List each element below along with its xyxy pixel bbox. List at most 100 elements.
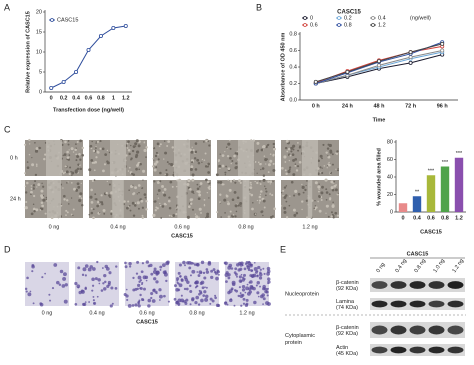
cell bbox=[335, 168, 337, 170]
data-point bbox=[74, 70, 79, 75]
cell bbox=[76, 168, 79, 171]
cell bbox=[237, 294, 240, 298]
cell bbox=[240, 205, 242, 207]
cell bbox=[259, 162, 262, 166]
cell bbox=[334, 211, 338, 215]
cell bbox=[238, 286, 241, 289]
blot-band bbox=[428, 325, 445, 335]
cell bbox=[164, 203, 167, 206]
cell bbox=[129, 209, 132, 212]
cell bbox=[199, 182, 203, 185]
transwell-image bbox=[173, 260, 221, 308]
cell bbox=[127, 170, 130, 172]
cell bbox=[166, 161, 169, 164]
cell bbox=[162, 191, 165, 194]
cell bbox=[100, 289, 104, 292]
cell bbox=[241, 276, 245, 279]
cell bbox=[175, 277, 180, 281]
cell bbox=[262, 267, 265, 270]
blot-band bbox=[428, 346, 445, 354]
cell bbox=[189, 274, 192, 277]
cell bbox=[167, 140, 171, 143]
cell bbox=[198, 193, 202, 197]
blot-band bbox=[447, 346, 464, 354]
cell bbox=[217, 159, 221, 162]
group-label: CASC15 bbox=[171, 233, 193, 239]
cell bbox=[126, 298, 129, 302]
cell bbox=[28, 143, 31, 145]
cell bbox=[78, 195, 82, 198]
cell bbox=[80, 182, 82, 185]
cell bbox=[203, 276, 207, 280]
cell bbox=[201, 286, 205, 290]
data-point bbox=[61, 80, 66, 85]
cell bbox=[197, 274, 201, 277]
cell bbox=[204, 286, 206, 289]
cell bbox=[163, 188, 167, 191]
cell bbox=[177, 288, 181, 292]
cell bbox=[292, 158, 296, 162]
cell bbox=[125, 294, 129, 298]
x-tick-label: 1.2 bbox=[455, 215, 463, 221]
cell bbox=[143, 141, 146, 144]
cell bbox=[203, 204, 206, 207]
cell bbox=[30, 190, 33, 194]
cell bbox=[205, 178, 208, 182]
cell bbox=[296, 141, 299, 144]
cell bbox=[328, 193, 331, 196]
cell bbox=[152, 288, 156, 292]
cell bbox=[332, 201, 334, 203]
cell bbox=[61, 284, 66, 288]
cell bbox=[333, 180, 336, 183]
cell bbox=[332, 216, 335, 219]
cell bbox=[288, 159, 291, 162]
cell bbox=[95, 141, 97, 143]
cell bbox=[293, 194, 296, 197]
cell bbox=[188, 266, 192, 270]
cell bbox=[56, 280, 60, 285]
cell bbox=[94, 277, 98, 281]
cell bbox=[53, 263, 58, 267]
cell bbox=[256, 181, 259, 185]
cell bbox=[197, 161, 201, 165]
cell bbox=[78, 198, 82, 203]
cell bbox=[35, 165, 38, 167]
cell bbox=[62, 172, 65, 175]
cell bbox=[205, 268, 209, 271]
cell bbox=[171, 185, 174, 188]
cell bbox=[292, 208, 296, 212]
transwell-image bbox=[24, 262, 69, 307]
cell bbox=[292, 144, 296, 148]
cell bbox=[283, 155, 287, 159]
cell bbox=[255, 284, 258, 287]
cell bbox=[74, 302, 78, 306]
cell bbox=[62, 272, 67, 277]
section-label: protein bbox=[285, 340, 302, 346]
cell bbox=[81, 153, 84, 157]
cell bbox=[155, 166, 158, 169]
cell bbox=[282, 194, 284, 197]
wound-image bbox=[280, 178, 340, 219]
cell bbox=[208, 197, 210, 199]
column-label: 0.8 ng bbox=[238, 224, 253, 230]
cell bbox=[265, 163, 267, 165]
cell bbox=[34, 173, 38, 177]
cell bbox=[186, 182, 190, 186]
cell bbox=[81, 273, 85, 277]
cell bbox=[80, 289, 85, 294]
band-name: Actin bbox=[336, 345, 348, 351]
x-axis-label: Time bbox=[373, 117, 386, 123]
bar bbox=[426, 175, 436, 212]
cell bbox=[328, 143, 332, 148]
bar bbox=[398, 203, 408, 212]
cell bbox=[135, 167, 138, 171]
cell bbox=[249, 284, 254, 289]
cell bbox=[102, 282, 105, 285]
cell bbox=[191, 173, 195, 177]
cell bbox=[163, 158, 165, 160]
cell bbox=[35, 208, 39, 212]
cell bbox=[224, 171, 227, 174]
cell bbox=[176, 279, 179, 282]
cell bbox=[31, 270, 34, 273]
cell bbox=[97, 278, 101, 282]
